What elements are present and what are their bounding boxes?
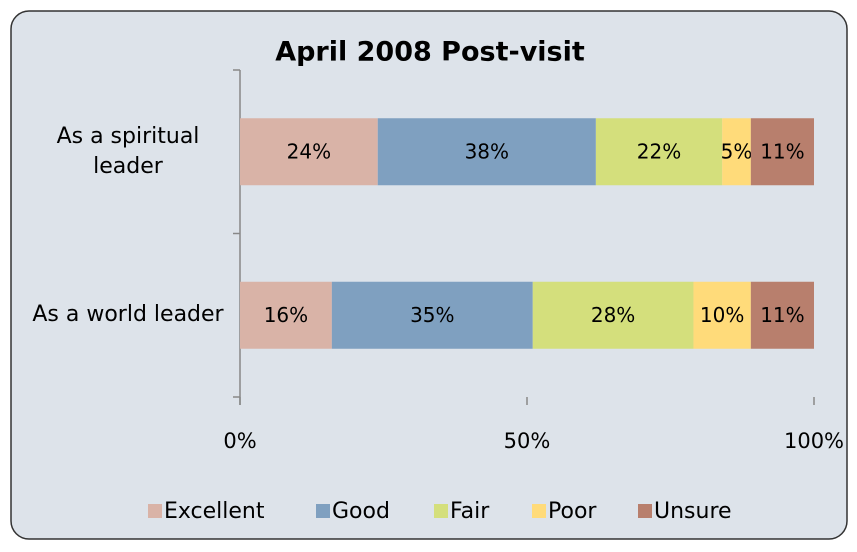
value-label: 35% — [410, 303, 454, 327]
legend-label: Poor — [548, 499, 597, 524]
value-label: 38% — [465, 139, 509, 163]
x-tick-label: 50% — [504, 429, 551, 453]
bar-segment — [750, 118, 814, 186]
bar-segment — [750, 281, 814, 349]
bar-segment — [693, 281, 751, 349]
x-tick-label: 0% — [223, 429, 256, 453]
bar-segment — [722, 118, 751, 186]
bar-segment — [240, 281, 332, 349]
value-label: 24% — [287, 139, 331, 163]
category-label: As a world leader — [32, 302, 224, 328]
value-label: 22% — [637, 139, 681, 163]
legend-label: Excellent — [164, 499, 265, 524]
legend-swatch — [434, 504, 448, 518]
chart-frame — [10, 10, 848, 540]
category-label: As a spiritual leader — [56, 123, 200, 179]
bar-segment — [331, 281, 533, 349]
bar-segment — [377, 118, 596, 186]
x-tick-label: 100% — [784, 429, 844, 453]
value-label: 11% — [760, 303, 804, 327]
value-label: 10% — [700, 303, 744, 327]
value-label: 16% — [264, 303, 308, 327]
legend-swatch — [148, 504, 162, 518]
legend-swatch — [638, 504, 652, 518]
value-label: 28% — [591, 303, 635, 327]
bar-segment — [240, 118, 378, 186]
legend-swatch — [532, 504, 546, 518]
legend-swatch — [316, 504, 330, 518]
legend-label: Fair — [450, 499, 490, 524]
legend-label: Unsure — [654, 499, 732, 524]
value-label: 11% — [760, 139, 804, 163]
bar-segment — [595, 118, 723, 186]
bar-segment — [532, 281, 694, 349]
value-label: 5% — [721, 139, 753, 163]
chart-title: April 2008 Post-visit — [275, 37, 585, 68]
legend-label: Good — [332, 499, 390, 524]
